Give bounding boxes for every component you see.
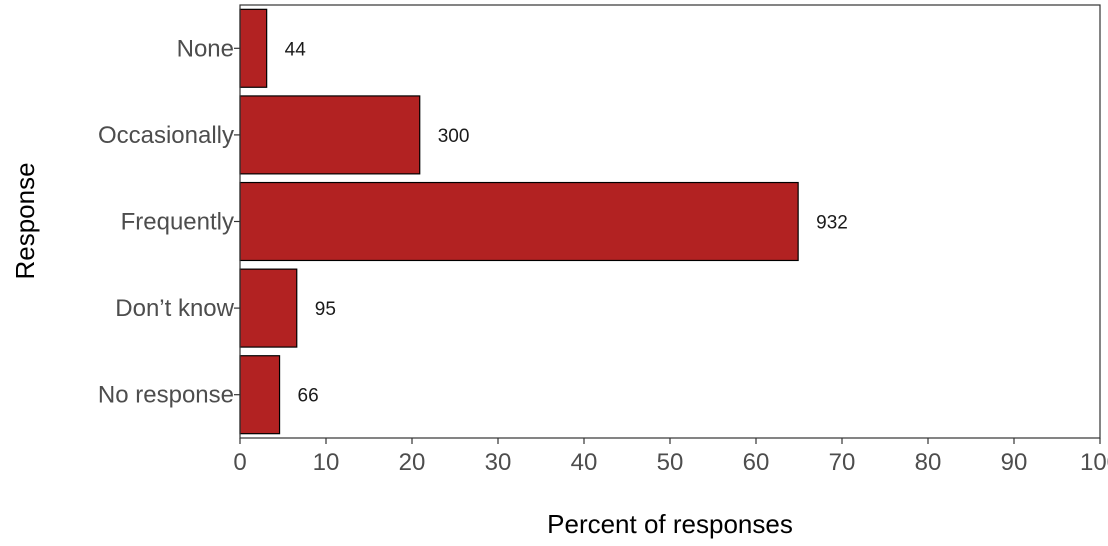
x-tick-label-10: 10 bbox=[313, 449, 340, 476]
bar-frequently bbox=[239, 181, 799, 262]
x-tick-label-80: 80 bbox=[915, 449, 942, 476]
y-axis: None Occasionally Frequently Don’t know No r… bbox=[98, 35, 240, 409]
bar-none bbox=[239, 8, 268, 88]
x-axis: 0 10 20 30 40 50 60 70 80 90 100 bbox=[233, 438, 1108, 476]
x-tick-label-100: 100 bbox=[1080, 449, 1108, 476]
y-tick-label-none: None bbox=[177, 35, 234, 62]
x-tick-label-50: 50 bbox=[657, 449, 684, 476]
bar-no-response bbox=[239, 355, 281, 435]
y-axis-title: Response bbox=[10, 162, 40, 279]
data-label-occasionally: 300 bbox=[438, 126, 470, 147]
data-label-none: 44 bbox=[285, 39, 307, 60]
y-tick-label-frequently: Frequently bbox=[121, 209, 234, 236]
x-tick-label-20: 20 bbox=[399, 449, 426, 476]
bar-don-t-know bbox=[239, 268, 298, 348]
bar-occasionally bbox=[239, 95, 421, 175]
data-labels-layer: 44 300 932 95 66 bbox=[285, 39, 848, 406]
x-tick-label-30: 30 bbox=[485, 449, 512, 476]
x-tick-label-0: 0 bbox=[233, 449, 246, 476]
bars-layer bbox=[239, 8, 799, 435]
x-tick-label-60: 60 bbox=[743, 449, 770, 476]
y-tick-label-no-response: No response bbox=[98, 382, 234, 409]
x-axis-title: Percent of responses bbox=[547, 509, 793, 539]
y-tick-label-occasionally: Occasionally bbox=[98, 122, 234, 149]
x-tick-label-40: 40 bbox=[571, 449, 598, 476]
data-label-don-t-know: 95 bbox=[315, 299, 336, 320]
y-tick-label-don-t-know: Don’t know bbox=[115, 295, 234, 322]
data-label-frequently: 932 bbox=[816, 213, 848, 234]
data-label-no-response: 66 bbox=[298, 386, 319, 407]
x-tick-label-70: 70 bbox=[829, 449, 856, 476]
x-tick-label-90: 90 bbox=[1001, 449, 1028, 476]
